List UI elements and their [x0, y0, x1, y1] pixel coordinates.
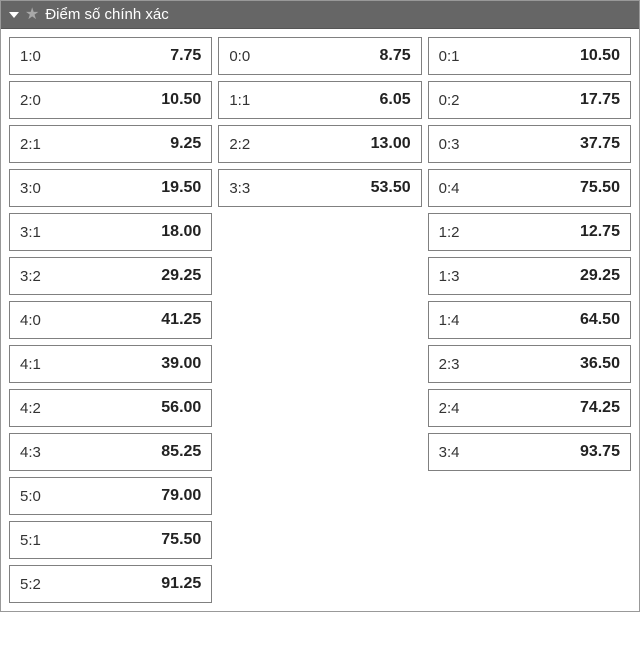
odds-value: 85.25 [161, 443, 201, 461]
score-label: 0:1 [439, 48, 460, 65]
odds-cell[interactable]: 1:1 6.05 [218, 81, 421, 119]
odds-cell[interactable]: 4:3 85.25 [9, 433, 212, 471]
odds-cell[interactable]: 3:1 18.00 [9, 213, 212, 251]
score-label: 2:4 [439, 400, 460, 417]
score-label: 5:1 [20, 532, 41, 549]
odds-cell[interactable]: 0:1 10.50 [428, 37, 631, 75]
odds-value: 41.25 [161, 311, 201, 329]
score-label: 1:1 [229, 92, 250, 109]
odds-value: 8.75 [380, 47, 411, 65]
odds-value: 10.50 [161, 91, 201, 109]
odds-value: 29.25 [161, 267, 201, 285]
odds-value: 19.50 [161, 179, 201, 197]
score-label: 4:1 [20, 356, 41, 373]
score-label: 3:3 [229, 180, 250, 197]
score-label: 5:2 [20, 576, 41, 593]
odds-cell[interactable]: 2:0 10.50 [9, 81, 212, 119]
odds-cell[interactable]: 1:3 29.25 [428, 257, 631, 295]
odds-cell[interactable]: 4:2 56.00 [9, 389, 212, 427]
odds-value: 7.75 [170, 47, 201, 65]
odds-value: 12.75 [580, 223, 620, 241]
odds-cell[interactable]: 2:2 13.00 [218, 125, 421, 163]
correct-score-panel: ★ Điểm số chính xác 1:0 7.75 2:0 10.50 2:1 9.… [0, 0, 640, 612]
score-label: 5:0 [20, 488, 41, 505]
odds-value: 10.50 [580, 47, 620, 65]
score-label: 2:2 [229, 136, 250, 153]
odds-column: 0:0 8.75 1:1 6.05 2:2 13.00 3:3 53.50 [218, 37, 421, 603]
odds-cell[interactable]: 2:4 74.25 [428, 389, 631, 427]
odds-value: 13.00 [371, 135, 411, 153]
odds-value: 75.50 [161, 531, 201, 549]
odds-cell[interactable]: 5:1 75.50 [9, 521, 212, 559]
panel-body: 1:07.752:010.502:19.253:019.503:118.003:… [1, 29, 639, 611]
odds-cell[interactable]: 4:1 39.00 [9, 345, 212, 383]
odds-value: 18.00 [161, 223, 201, 241]
odds-cell[interactable]: 1:0 7.75 [9, 37, 212, 75]
odds-cell[interactable]: 3:0 19.50 [9, 169, 212, 207]
score-label: 1:4 [439, 312, 460, 329]
odds-cell[interactable]: 4:0 41.25 [9, 301, 212, 339]
odds-value: 53.50 [371, 179, 411, 197]
score-label: 1:0 [20, 48, 41, 65]
odds-value: 93.75 [580, 443, 620, 461]
odds-cell[interactable]: 3:2 29.25 [9, 257, 212, 295]
score-label: 2:3 [439, 356, 460, 373]
chevron-down-icon [9, 12, 19, 18]
odds-cell[interactable]: 2:1 9.25 [9, 125, 212, 163]
odds-value: 39.00 [161, 355, 201, 373]
score-label: 0:4 [439, 180, 460, 197]
score-label: 2:1 [20, 136, 41, 153]
odds-cell[interactable]: 1:2 12.75 [428, 213, 631, 251]
odds-cell[interactable]: 0:0 8.75 [218, 37, 421, 75]
score-label: 1:3 [439, 268, 460, 285]
score-label: 3:0 [20, 180, 41, 197]
panel-header[interactable]: ★ Điểm số chính xác [1, 1, 639, 29]
score-label: 0:2 [439, 92, 460, 109]
panel-title: Điểm số chính xác [45, 6, 168, 23]
odds-cell[interactable]: 0:2 17.75 [428, 81, 631, 119]
odds-cell[interactable]: 3:4 93.75 [428, 433, 631, 471]
odds-value: 75.50 [580, 179, 620, 197]
odds-value: 36.50 [580, 355, 620, 373]
odds-value: 29.25 [580, 267, 620, 285]
score-label: 0:3 [439, 136, 460, 153]
score-label: 3:4 [439, 444, 460, 461]
score-label: 0:0 [229, 48, 250, 65]
odds-value: 79.00 [161, 487, 201, 505]
score-label: 4:2 [20, 400, 41, 417]
odds-cell[interactable]: 3:3 53.50 [218, 169, 421, 207]
score-label: 4:3 [20, 444, 41, 461]
odds-cell[interactable]: 5:0 79.00 [9, 477, 212, 515]
odds-cell[interactable]: 2:3 36.50 [428, 345, 631, 383]
score-label: 4:0 [20, 312, 41, 329]
star-icon[interactable]: ★ [25, 7, 39, 23]
odds-cell[interactable]: 0:4 75.50 [428, 169, 631, 207]
odds-cell[interactable]: 1:4 64.50 [428, 301, 631, 339]
odds-value: 74.25 [580, 399, 620, 417]
odds-value: 56.00 [161, 399, 201, 417]
score-label: 2:0 [20, 92, 41, 109]
odds-column: 1:07.752:010.502:19.253:019.503:118.003:… [9, 37, 212, 603]
score-label: 1:2 [439, 224, 460, 241]
score-label: 3:1 [20, 224, 41, 241]
odds-cell[interactable]: 5:2 91.25 [9, 565, 212, 603]
odds-value: 9.25 [170, 135, 201, 153]
score-label: 3:2 [20, 268, 41, 285]
odds-value: 37.75 [580, 135, 620, 153]
odds-value: 91.25 [161, 575, 201, 593]
odds-column: 0:1 10.50 0:2 17.75 0:3 37.75 0:4 75.50 1:2 12.75… [428, 37, 631, 603]
odds-value: 6.05 [380, 91, 411, 109]
odds-value: 64.50 [580, 311, 620, 329]
odds-cell[interactable]: 0:3 37.75 [428, 125, 631, 163]
odds-value: 17.75 [580, 91, 620, 109]
